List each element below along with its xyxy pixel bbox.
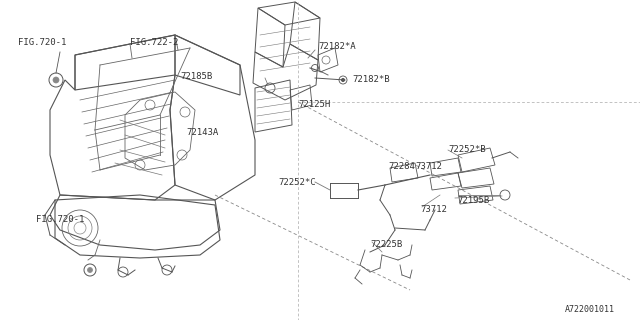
Circle shape bbox=[88, 268, 93, 273]
Text: 72252*B: 72252*B bbox=[448, 145, 486, 154]
Text: 73712: 73712 bbox=[415, 162, 442, 171]
Text: 72252*C: 72252*C bbox=[278, 178, 316, 187]
Text: 72143A: 72143A bbox=[186, 128, 218, 137]
Circle shape bbox=[53, 77, 59, 83]
Text: 72182*A: 72182*A bbox=[318, 42, 356, 51]
Text: 72284: 72284 bbox=[388, 162, 415, 171]
Text: FIG.720-1: FIG.720-1 bbox=[36, 215, 84, 224]
Text: 72182*B: 72182*B bbox=[352, 75, 390, 84]
Text: 72225B: 72225B bbox=[370, 240, 403, 249]
Text: 72195B: 72195B bbox=[457, 196, 489, 205]
Text: A722001011: A722001011 bbox=[565, 305, 615, 314]
Text: 73712: 73712 bbox=[420, 205, 447, 214]
Text: 72185B: 72185B bbox=[180, 72, 212, 81]
Text: 72125H: 72125H bbox=[298, 100, 330, 109]
Text: FIG.720-1: FIG.720-1 bbox=[18, 38, 67, 47]
Text: FIG.722-2: FIG.722-2 bbox=[130, 38, 179, 47]
Circle shape bbox=[342, 78, 344, 82]
